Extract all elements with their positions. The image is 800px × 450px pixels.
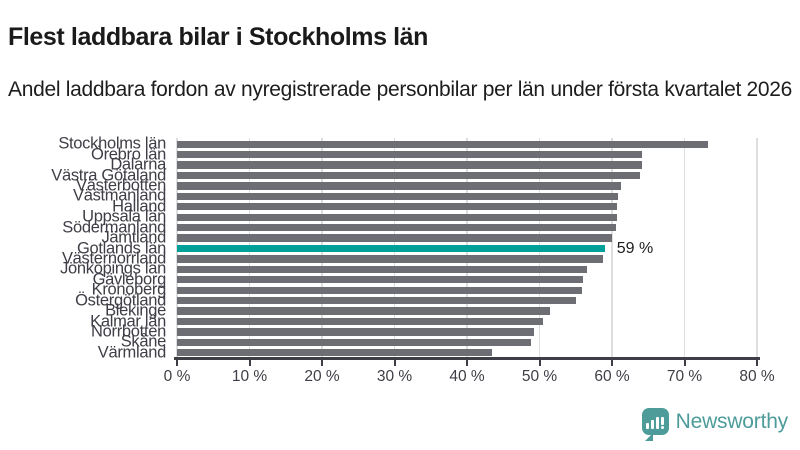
category-label: Jönköpings län bbox=[60, 259, 166, 278]
bar bbox=[177, 150, 643, 159]
bar bbox=[177, 338, 531, 347]
x-axis-tick bbox=[466, 359, 468, 366]
bar bbox=[177, 171, 640, 180]
x-axis-tick-label: 20 % bbox=[304, 368, 340, 385]
x-axis-line bbox=[174, 357, 760, 360]
x-axis-tick-label: 0 % bbox=[163, 368, 191, 385]
category-label: Stockholms län bbox=[58, 134, 166, 153]
category-label: Västmanland bbox=[72, 186, 166, 205]
category-label: Kronoberg bbox=[91, 280, 167, 299]
chart-title: Flest laddbara bilar i Stockholms län bbox=[8, 22, 429, 51]
brand-name: Newsworthy bbox=[675, 409, 789, 433]
x-axis-tick bbox=[611, 359, 613, 366]
x-axis-tick bbox=[248, 359, 251, 366]
category-label: Skåne bbox=[120, 332, 167, 351]
bar bbox=[177, 296, 577, 305]
x-axis-tick-label: 40 % bbox=[449, 368, 485, 385]
bar bbox=[177, 161, 642, 169]
logo-bar-3 bbox=[656, 417, 660, 429]
x-axis-tick-label: 30 % bbox=[376, 368, 413, 385]
gridline bbox=[611, 138, 613, 358]
bar bbox=[177, 265, 587, 274]
bar-annotation: 59 % bbox=[616, 239, 654, 257]
bar bbox=[177, 349, 493, 357]
bar bbox=[177, 328, 535, 336]
x-axis-tick-label: 80 % bbox=[739, 368, 775, 385]
logo-exclamation bbox=[661, 416, 665, 429]
bar-highlighted bbox=[177, 244, 605, 253]
bar bbox=[177, 203, 618, 211]
category-label: Jämtland bbox=[101, 228, 166, 247]
newsworthy-logo-icon bbox=[641, 408, 669, 441]
category-label: Halland bbox=[112, 197, 166, 216]
category-label: Västernorrland bbox=[61, 249, 166, 268]
gridline bbox=[756, 138, 758, 358]
bar bbox=[177, 234, 612, 242]
speech-bubble-tail bbox=[644, 433, 653, 441]
category-label: Norrbotten bbox=[91, 322, 166, 341]
bar bbox=[177, 223, 617, 232]
bar bbox=[177, 286, 583, 294]
category-label: Örebro län bbox=[91, 145, 166, 164]
category-label: Gotlands län bbox=[76, 239, 166, 257]
x-axis-tick bbox=[538, 359, 541, 366]
x-axis-tick bbox=[176, 359, 178, 366]
logo-bar-1 bbox=[646, 423, 650, 429]
category-label: Gävleborg bbox=[92, 270, 167, 289]
brand-logo: Newsworthy bbox=[641, 408, 789, 441]
bar bbox=[177, 255, 603, 263]
category-label: Västerbotten bbox=[76, 176, 166, 195]
x-axis-tick-label: 70 % bbox=[666, 368, 703, 385]
category-label: Dalarna bbox=[110, 155, 166, 174]
bar bbox=[177, 213, 618, 221]
bar bbox=[177, 276, 583, 284]
x-axis-tick bbox=[393, 359, 396, 366]
category-label: Uppsala län bbox=[82, 207, 166, 226]
bar bbox=[177, 192, 618, 201]
x-axis-tick-label: 10 % bbox=[231, 368, 268, 385]
x-axis-tick bbox=[756, 359, 758, 366]
logo-bar-2 bbox=[651, 420, 655, 429]
bar bbox=[177, 307, 551, 315]
category-label: Södermanland bbox=[62, 218, 166, 237]
x-axis-tick-label: 50 % bbox=[521, 368, 558, 385]
chart-subtitle: Andel laddbara fordon av nyregistrerade … bbox=[8, 78, 793, 101]
category-label: Kalmar län bbox=[90, 312, 166, 330]
x-axis-tick bbox=[683, 359, 686, 366]
bar bbox=[177, 140, 709, 148]
category-label: Blekinge bbox=[105, 301, 166, 320]
category-label: Östergötland bbox=[75, 291, 166, 310]
gridline bbox=[683, 138, 686, 358]
bar bbox=[177, 317, 544, 326]
x-axis-tick-label: 60 % bbox=[594, 368, 630, 385]
category-label: Västra Götaland bbox=[51, 166, 166, 184]
category-label: Värmland bbox=[97, 343, 167, 362]
x-axis-tick bbox=[321, 359, 323, 366]
bar bbox=[177, 182, 622, 190]
